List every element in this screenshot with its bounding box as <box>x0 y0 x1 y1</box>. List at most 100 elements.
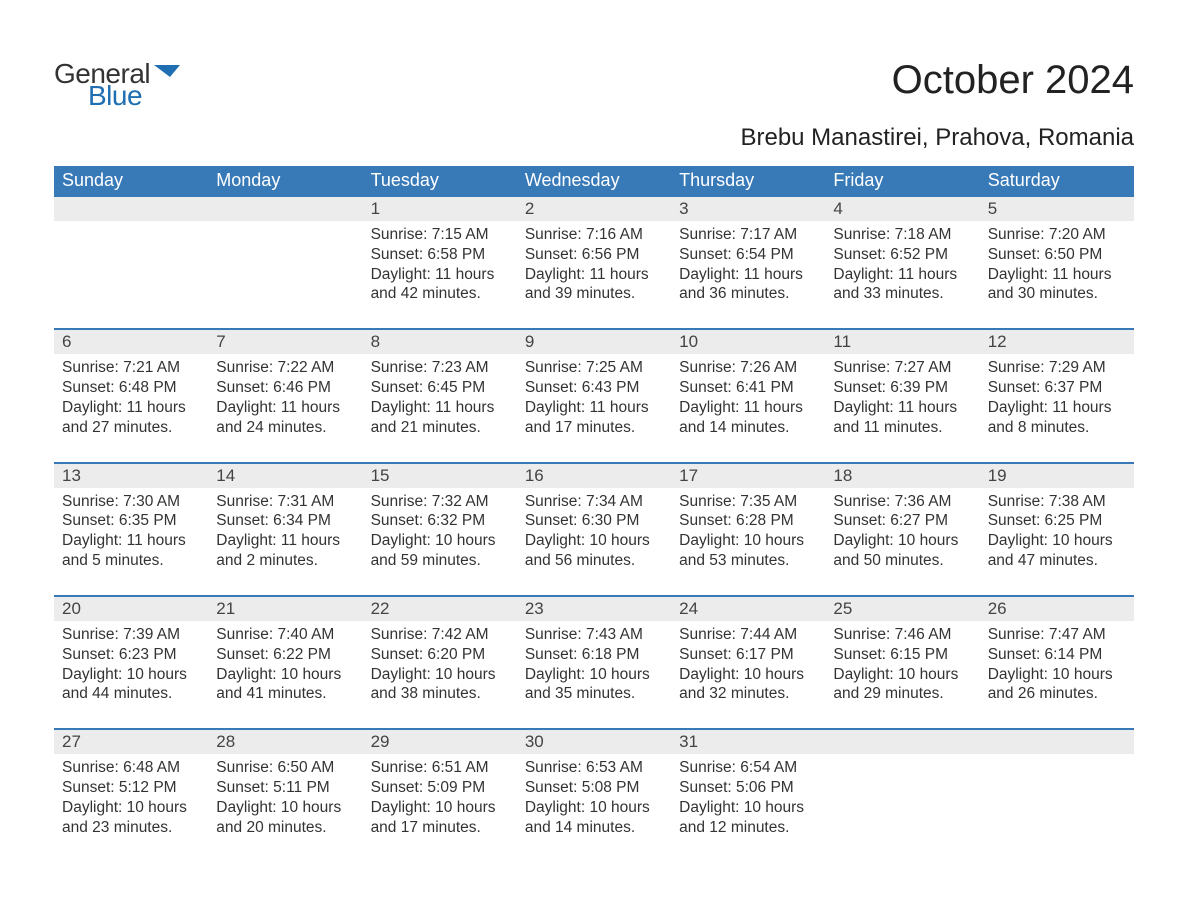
daylight-text-2: and 30 minutes. <box>988 284 1126 304</box>
day-number: 27 <box>54 730 208 754</box>
sunset-text: Sunset: 6:15 PM <box>833 645 971 665</box>
daylight-text: Daylight: 10 hours <box>679 665 817 685</box>
day-cell: Sunrise: 7:17 AMSunset: 6:54 PMDaylight:… <box>671 221 825 304</box>
daylight-text-2: and 12 minutes. <box>679 818 817 838</box>
sunrise-text: Sunrise: 6:53 AM <box>525 758 663 778</box>
day-number: 20 <box>54 597 208 621</box>
daylight-text: Daylight: 10 hours <box>679 531 817 551</box>
sunrise-text: Sunrise: 7:39 AM <box>62 625 200 645</box>
dow-thursday: Thursday <box>671 166 825 195</box>
day-cell: Sunrise: 7:43 AMSunset: 6:18 PMDaylight:… <box>517 621 671 704</box>
day-cell: Sunrise: 7:16 AMSunset: 6:56 PMDaylight:… <box>517 221 671 304</box>
day-cell: Sunrise: 7:22 AMSunset: 6:46 PMDaylight:… <box>208 354 362 437</box>
day-number-row: 6 7 8 9 10 11 12 <box>54 328 1134 354</box>
day-number-row: 1 2 3 4 5 <box>54 195 1134 221</box>
daylight-text-2: and 11 minutes. <box>833 418 971 438</box>
day-cell: Sunrise: 7:20 AMSunset: 6:50 PMDaylight:… <box>980 221 1134 304</box>
day-cell <box>208 221 362 304</box>
day-number: 22 <box>363 597 517 621</box>
sunset-text: Sunset: 6:46 PM <box>216 378 354 398</box>
day-number: 28 <box>208 730 362 754</box>
daylight-text: Daylight: 11 hours <box>679 398 817 418</box>
day-cell: Sunrise: 6:51 AMSunset: 5:09 PMDaylight:… <box>363 754 517 837</box>
day-number: 23 <box>517 597 671 621</box>
day-number: 6 <box>54 330 208 354</box>
daylight-text: Daylight: 11 hours <box>216 531 354 551</box>
sunrise-text: Sunrise: 6:50 AM <box>216 758 354 778</box>
daylight-text-2: and 56 minutes. <box>525 551 663 571</box>
day-number: 29 <box>363 730 517 754</box>
sunset-text: Sunset: 5:09 PM <box>371 778 509 798</box>
day-cell: Sunrise: 7:21 AMSunset: 6:48 PMDaylight:… <box>54 354 208 437</box>
day-number: 9 <box>517 330 671 354</box>
day-body-row: Sunrise: 7:30 AMSunset: 6:35 PMDaylight:… <box>54 488 1134 595</box>
daylight-text: Daylight: 11 hours <box>216 398 354 418</box>
day-number: 26 <box>980 597 1134 621</box>
sunset-text: Sunset: 6:18 PM <box>525 645 663 665</box>
daylight-text-2: and 24 minutes. <box>216 418 354 438</box>
daylight-text-2: and 17 minutes. <box>371 818 509 838</box>
day-cell: Sunrise: 7:30 AMSunset: 6:35 PMDaylight:… <box>54 488 208 571</box>
daylight-text: Daylight: 10 hours <box>216 665 354 685</box>
sunset-text: Sunset: 6:56 PM <box>525 245 663 265</box>
day-number: 3 <box>671 197 825 221</box>
daylight-text: Daylight: 10 hours <box>216 798 354 818</box>
sunset-text: Sunset: 5:12 PM <box>62 778 200 798</box>
sunrise-text: Sunrise: 7:44 AM <box>679 625 817 645</box>
daylight-text-2: and 21 minutes. <box>371 418 509 438</box>
day-number: 10 <box>671 330 825 354</box>
daylight-text: Daylight: 11 hours <box>988 398 1126 418</box>
day-number <box>980 730 1134 754</box>
dow-monday: Monday <box>208 166 362 195</box>
day-number-row: 13 14 15 16 17 18 19 <box>54 462 1134 488</box>
day-number: 21 <box>208 597 362 621</box>
daylight-text: Daylight: 10 hours <box>679 798 817 818</box>
page-title: October 2024 <box>892 58 1134 103</box>
daylight-text: Daylight: 10 hours <box>525 531 663 551</box>
daylight-text-2: and 35 minutes. <box>525 684 663 704</box>
day-body-row: Sunrise: 7:39 AMSunset: 6:23 PMDaylight:… <box>54 621 1134 728</box>
daylight-text: Daylight: 11 hours <box>833 265 971 285</box>
sunrise-text: Sunrise: 7:47 AM <box>988 625 1126 645</box>
sunset-text: Sunset: 6:20 PM <box>371 645 509 665</box>
day-cell: Sunrise: 7:40 AMSunset: 6:22 PMDaylight:… <box>208 621 362 704</box>
daylight-text: Daylight: 10 hours <box>371 531 509 551</box>
sunset-text: Sunset: 6:35 PM <box>62 511 200 531</box>
sunset-text: Sunset: 6:14 PM <box>988 645 1126 665</box>
day-number: 11 <box>825 330 979 354</box>
sunset-text: Sunset: 6:52 PM <box>833 245 971 265</box>
daylight-text: Daylight: 11 hours <box>988 265 1126 285</box>
daylight-text: Daylight: 10 hours <box>988 665 1126 685</box>
day-cell: Sunrise: 7:26 AMSunset: 6:41 PMDaylight:… <box>671 354 825 437</box>
week-row: 1 2 3 4 5 Sunrise: 7:15 AMSunset: 6:58 P… <box>54 195 1134 328</box>
dow-wednesday: Wednesday <box>517 166 671 195</box>
day-cell: Sunrise: 7:32 AMSunset: 6:32 PMDaylight:… <box>363 488 517 571</box>
day-number: 16 <box>517 464 671 488</box>
day-cell: Sunrise: 7:46 AMSunset: 6:15 PMDaylight:… <box>825 621 979 704</box>
daylight-text: Daylight: 11 hours <box>833 398 971 418</box>
sunset-text: Sunset: 6:48 PM <box>62 378 200 398</box>
sunset-text: Sunset: 6:34 PM <box>216 511 354 531</box>
daylight-text: Daylight: 10 hours <box>525 665 663 685</box>
daylight-text-2: and 33 minutes. <box>833 284 971 304</box>
day-body-row: Sunrise: 7:21 AMSunset: 6:48 PMDaylight:… <box>54 354 1134 461</box>
day-cell: Sunrise: 7:23 AMSunset: 6:45 PMDaylight:… <box>363 354 517 437</box>
day-cell: Sunrise: 7:15 AMSunset: 6:58 PMDaylight:… <box>363 221 517 304</box>
day-number <box>54 197 208 221</box>
day-number: 15 <box>363 464 517 488</box>
day-number <box>825 730 979 754</box>
daylight-text-2: and 26 minutes. <box>988 684 1126 704</box>
daylight-text-2: and 23 minutes. <box>62 818 200 838</box>
sunrise-text: Sunrise: 7:23 AM <box>371 358 509 378</box>
sunrise-text: Sunrise: 7:35 AM <box>679 492 817 512</box>
day-number: 4 <box>825 197 979 221</box>
sunrise-text: Sunrise: 7:31 AM <box>216 492 354 512</box>
day-number: 7 <box>208 330 362 354</box>
day-cell: Sunrise: 6:54 AMSunset: 5:06 PMDaylight:… <box>671 754 825 837</box>
daylight-text-2: and 5 minutes. <box>62 551 200 571</box>
daylight-text-2: and 50 minutes. <box>833 551 971 571</box>
daylight-text: Daylight: 11 hours <box>371 398 509 418</box>
week-row: 27 28 29 30 31 Sunrise: 6:48 AMSunset: 5… <box>54 728 1134 845</box>
daylight-text-2: and 38 minutes. <box>371 684 509 704</box>
day-cell: Sunrise: 7:35 AMSunset: 6:28 PMDaylight:… <box>671 488 825 571</box>
